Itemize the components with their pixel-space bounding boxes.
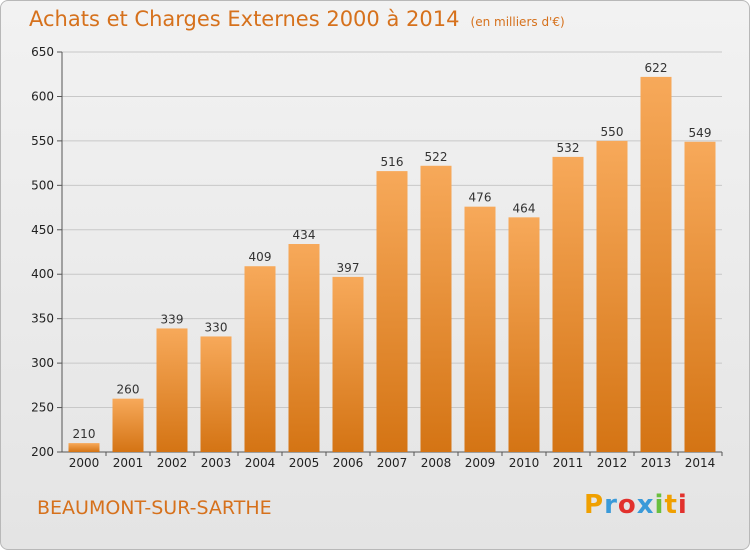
y-tick-label: 450: [31, 223, 54, 237]
value-label: 434: [293, 228, 316, 242]
logo-letter: x: [636, 490, 655, 520]
bar-2010: [508, 217, 540, 452]
logo-letter: P: [584, 490, 605, 520]
x-tick-label: 2002: [157, 456, 188, 470]
value-label: 330: [205, 320, 228, 334]
x-tick-label: 2003: [201, 456, 232, 470]
bar-2006: [332, 276, 364, 452]
value-label: 339: [161, 312, 184, 326]
bar-2008: [420, 165, 452, 452]
bar-2013: [640, 76, 672, 452]
value-label: 522: [425, 150, 448, 164]
bar-2003: [200, 336, 232, 452]
x-tick-label: 2001: [113, 456, 144, 470]
value-label: 532: [557, 141, 580, 155]
y-tick-label: 650: [31, 45, 54, 59]
y-tick-label: 300: [31, 356, 54, 370]
value-label: 260: [117, 383, 140, 397]
logo-letter: i: [654, 490, 665, 520]
y-tick-label: 600: [31, 89, 54, 103]
y-tick-label: 250: [31, 401, 54, 415]
unit-text: (en milliers d'€): [470, 15, 565, 29]
y-tick-label: 400: [31, 267, 54, 281]
x-tick-label: 2010: [509, 456, 540, 470]
y-tick-label: 350: [31, 312, 54, 326]
value-label: 464: [513, 201, 536, 215]
x-tick-label: 2000: [69, 456, 100, 470]
x-tick-label: 2007: [377, 456, 408, 470]
title-text: Achats et Charges Externes 2000 à 2014: [29, 7, 460, 31]
bar-2002: [156, 328, 188, 452]
logo-letter: r: [604, 490, 618, 520]
value-label: 550: [601, 125, 624, 139]
value-label: 210: [73, 427, 96, 441]
x-tick-label: 2009: [465, 456, 496, 470]
chart-title: Achats et Charges Externes 2000 à 2014 (…: [29, 7, 565, 31]
value-label: 549: [689, 126, 712, 140]
y-tick-label: 550: [31, 134, 54, 148]
bar-2000: [68, 443, 100, 452]
x-tick-label: 2005: [289, 456, 320, 470]
logo-letter: t: [664, 490, 678, 520]
x-tick-label: 2008: [421, 456, 452, 470]
axes: 200 250 300 350 400 450 500 550 600 650 2000 2001 20…: [31, 45, 723, 470]
city-name: BEAUMONT-SUR-SARTHE: [37, 497, 272, 519]
bar-2004: [244, 266, 276, 452]
y-tick-label: 200: [31, 445, 54, 459]
value-label: 476: [469, 191, 492, 205]
logo-letter: i: [677, 490, 688, 520]
data-labels: 210 260 339 330 409 434 397 516 522 476 464 532 550 6…: [73, 61, 712, 441]
value-label: 622: [645, 61, 668, 75]
proxiti-logo: Proxiti: [584, 490, 688, 520]
bar-2005: [288, 244, 320, 452]
x-tick-label: 2006: [333, 456, 364, 470]
bar-2009: [464, 206, 496, 452]
x-tick-label: 2011: [553, 456, 584, 470]
value-label: 516: [381, 155, 404, 169]
value-label: 397: [337, 261, 360, 275]
bar-2014: [684, 141, 716, 452]
bar-2012: [596, 140, 628, 452]
logo-letter: o: [617, 490, 637, 520]
bar-2007: [376, 171, 408, 452]
value-label: 409: [249, 250, 272, 264]
bar-2011: [552, 156, 584, 452]
y-tick-label: 500: [31, 178, 54, 192]
x-tick-label: 2013: [641, 456, 672, 470]
bars: [68, 76, 716, 452]
x-tick-label: 2004: [245, 456, 276, 470]
x-tick-label: 2014: [685, 456, 716, 470]
x-tick-label: 2012: [597, 456, 628, 470]
bar-2001: [112, 398, 144, 452]
